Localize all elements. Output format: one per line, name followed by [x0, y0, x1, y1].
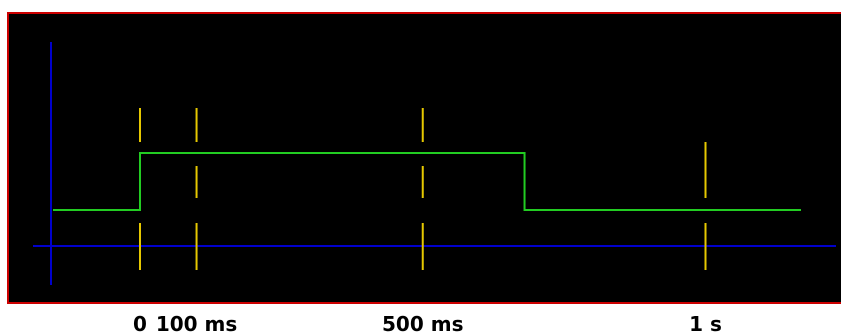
- time-markers: [139, 108, 707, 270]
- time-labels: 0 100 ms 500 ms 1 s: [133, 312, 722, 333]
- diagram-background: [7, 12, 841, 304]
- time-label-3: 1 s: [689, 312, 722, 333]
- signal-waveform: [53, 152, 801, 211]
- time-label-0: 0: [133, 312, 147, 333]
- time-label-1: 100 ms: [156, 312, 237, 333]
- time-label-2: 500 ms: [382, 312, 463, 333]
